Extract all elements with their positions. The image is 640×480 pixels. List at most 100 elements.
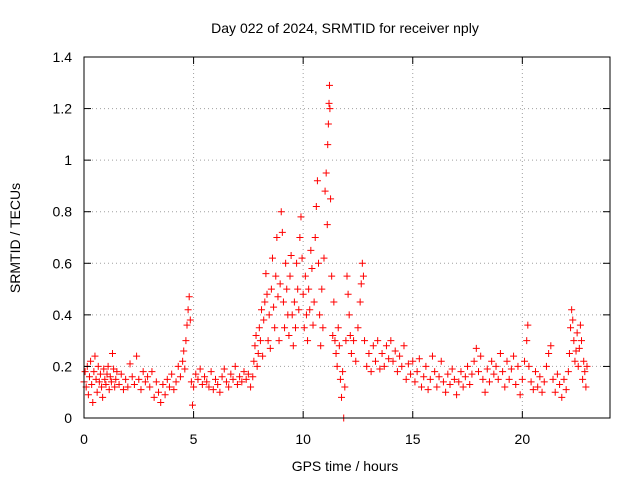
y-tick-label: 1.4 [53, 49, 73, 65]
data-point [253, 362, 261, 370]
data-point [437, 357, 445, 365]
data-point [461, 373, 469, 381]
data-point [89, 399, 97, 407]
data-point [385, 355, 393, 363]
data-point [323, 221, 331, 229]
data-point [358, 259, 366, 267]
data-point [320, 254, 328, 262]
data-point [203, 378, 211, 386]
x-tick-label: 15 [405, 431, 421, 447]
data-point [317, 342, 325, 350]
data-point [342, 337, 350, 345]
data-point [378, 350, 386, 358]
data-point [345, 311, 353, 319]
data-point [347, 350, 355, 358]
data-point [553, 370, 561, 378]
data-point [389, 357, 397, 365]
data-point [319, 324, 327, 332]
data-point [324, 120, 332, 128]
data-point [540, 378, 548, 386]
y-tick-label: 1 [64, 152, 72, 168]
data-point [287, 252, 295, 260]
data-point [450, 375, 458, 383]
data-point [361, 337, 369, 345]
data-point [264, 337, 272, 345]
data-point [547, 342, 555, 350]
data-point [188, 401, 196, 409]
data-point [575, 344, 583, 352]
data-point [582, 383, 590, 391]
data-point [328, 272, 336, 280]
data-point [119, 386, 127, 394]
data-point [161, 391, 169, 399]
data-point [309, 321, 317, 329]
data-point [516, 391, 524, 399]
data-point [322, 169, 330, 177]
data-point [209, 386, 217, 394]
data-point [431, 368, 439, 376]
data-point [457, 368, 465, 376]
data-point [95, 378, 103, 386]
data-point [262, 270, 270, 278]
data-point [102, 380, 110, 388]
data-point [581, 368, 589, 376]
data-point [185, 293, 193, 301]
data-point [479, 375, 487, 383]
data-point [263, 290, 271, 298]
data-point [448, 365, 456, 373]
data-point [488, 357, 496, 365]
data-point [233, 380, 241, 388]
data-point [291, 324, 299, 332]
data-point [107, 378, 115, 386]
data-point [295, 306, 303, 314]
data-point [396, 352, 404, 360]
data-point [393, 368, 401, 376]
y-tick-label: 0.2 [53, 358, 73, 374]
data-point [276, 280, 284, 288]
chart-title: Day 022 of 2024, SRMTID for receiver npl… [211, 20, 479, 36]
data-point [523, 337, 531, 345]
data-point [551, 388, 559, 396]
data-point [111, 383, 119, 391]
data-point [242, 375, 250, 383]
data-point [420, 373, 428, 381]
data-point [301, 272, 309, 280]
data-point [260, 316, 268, 324]
data-point [466, 380, 474, 388]
data-point [534, 383, 542, 391]
data-point [105, 386, 113, 394]
data-point [250, 357, 258, 365]
data-point [470, 357, 478, 365]
data-point [574, 362, 582, 370]
data-point [369, 342, 377, 350]
data-point [481, 388, 489, 396]
data-point [194, 375, 202, 383]
data-point [122, 375, 130, 383]
y-axis-label: SRMTID / TECUs [7, 183, 23, 293]
data-point [251, 342, 259, 350]
data-point [254, 350, 262, 358]
data-point [365, 350, 373, 358]
data-point [422, 362, 430, 370]
data-point [220, 365, 228, 373]
data-point [139, 368, 147, 376]
data-point [94, 362, 102, 370]
data-point [524, 321, 532, 329]
x-tick-label: 0 [80, 431, 88, 447]
data-point [186, 316, 194, 324]
data-point [155, 388, 163, 396]
data-point [565, 350, 573, 358]
data-point [157, 399, 165, 407]
data-point [133, 352, 141, 360]
data-point [152, 378, 160, 386]
data-point [275, 337, 283, 345]
data-point [313, 177, 321, 185]
x-axis-label: GPS time / hours [292, 458, 399, 474]
data-point [184, 306, 192, 314]
data-point [527, 378, 535, 386]
data-point [278, 228, 286, 236]
data-point [247, 383, 255, 391]
data-point [496, 350, 504, 358]
data-point [255, 324, 263, 332]
